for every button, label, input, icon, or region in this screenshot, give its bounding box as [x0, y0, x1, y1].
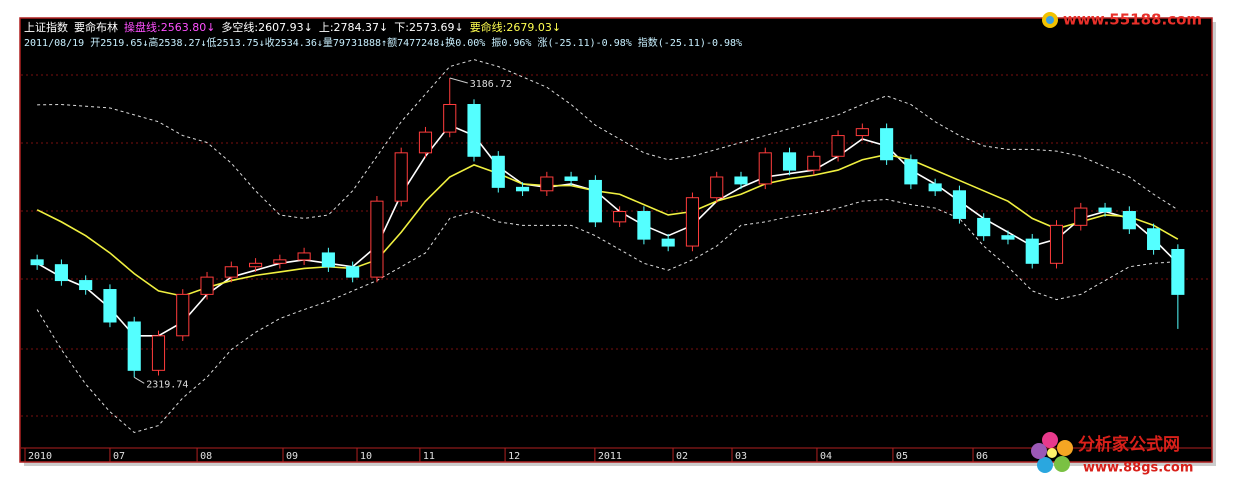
candle-body	[79, 280, 93, 291]
petal	[1042, 432, 1058, 448]
candle-body	[928, 183, 942, 192]
indicator-label: 下:2573.69↓	[394, 21, 463, 34]
candle-body	[977, 217, 991, 237]
petal-center	[1047, 448, 1057, 458]
annotation-leader	[133, 376, 145, 384]
candle-body	[904, 159, 918, 185]
candle-body	[103, 289, 117, 323]
x-tick-label: 08	[200, 451, 212, 462]
indicator-label: 操盘线:2563.80↓	[124, 20, 215, 34]
candle-body	[734, 176, 748, 185]
candle-body	[321, 252, 335, 268]
candle-body	[1098, 207, 1112, 213]
petal	[1054, 456, 1070, 472]
candle-body	[1049, 224, 1064, 264]
candle-body	[176, 293, 190, 337]
candle-body	[685, 197, 700, 247]
candle-body	[588, 179, 602, 223]
x-tick-label: 11	[423, 451, 435, 462]
quote-line: 2011/08/19 开2519.65↓高2538.27↓低2513.75↓收2…	[24, 36, 742, 49]
candle-body	[540, 176, 554, 192]
candle-body	[418, 131, 433, 154]
candle-body	[1171, 248, 1185, 295]
petal	[1057, 440, 1073, 456]
x-tick-label: 02	[676, 451, 688, 462]
candle-body	[200, 276, 214, 295]
candle-body	[1025, 238, 1039, 264]
candle-body	[127, 321, 141, 371]
candle-body	[151, 335, 166, 371]
candle-body	[564, 176, 578, 181]
candle-body	[515, 186, 530, 192]
watermark: www.88gs.com	[1083, 461, 1193, 476]
grid	[21, 74, 1211, 417]
annotation-leader	[449, 77, 468, 84]
candle-body	[491, 155, 505, 188]
indicator-label: 上:2784.37↓	[319, 21, 388, 34]
x-tick-label: 04	[820, 451, 832, 462]
flower-logo	[1031, 432, 1073, 473]
candle-body	[54, 264, 68, 282]
indicator-label: 上证指数	[24, 20, 68, 34]
watermark: 分析家公式网	[1078, 434, 1180, 455]
candle-body	[758, 152, 772, 185]
x-tick-label: 2011	[598, 451, 622, 462]
x-tick-label: 2010	[28, 451, 52, 462]
high-annotation: 3186.72	[470, 79, 512, 90]
x-tick-label: 03	[735, 451, 747, 462]
x-tick-label: 05	[896, 451, 908, 462]
candle-body	[807, 155, 821, 171]
average-line	[36, 153, 1179, 297]
candle-body	[855, 128, 869, 137]
candle-body	[613, 211, 627, 223]
x-tick-label: 09	[286, 451, 298, 462]
candle-body	[249, 262, 263, 268]
candle-body	[443, 103, 457, 133]
candle-body	[637, 211, 651, 240]
indicator-label: 要命布林	[74, 20, 118, 34]
candle-body	[30, 259, 44, 266]
petal	[1037, 457, 1053, 473]
candle-body	[831, 135, 845, 157]
watermark: www.55188.com	[1063, 11, 1202, 29]
low-annotation: 2319.74	[146, 379, 188, 390]
band-line	[36, 198, 1178, 434]
candle-body	[782, 152, 797, 171]
x-tick-label: 12	[508, 451, 520, 462]
indicator-label: 多空线:2607.93↓	[221, 20, 312, 34]
candle-body	[467, 103, 481, 157]
candle-body	[370, 200, 384, 278]
candle-body	[394, 152, 408, 202]
candle-body	[1001, 235, 1015, 240]
candle-body	[661, 238, 675, 247]
candle-body	[346, 266, 360, 278]
candle-body	[952, 190, 966, 219]
candle-body	[273, 259, 287, 264]
candle-body	[1074, 207, 1088, 226]
x-tick-label: 06	[976, 451, 988, 462]
candle-body	[1147, 228, 1161, 250]
candle-body	[710, 176, 724, 199]
x-tick-label: 07	[113, 451, 125, 462]
chart-panel	[19, 17, 1213, 463]
candle-body	[224, 266, 238, 278]
candle-body	[1122, 211, 1136, 230]
petal	[1031, 443, 1047, 459]
x-tick-label: 10	[360, 451, 372, 462]
candle-body	[880, 128, 894, 161]
candle-body	[297, 252, 311, 261]
indicator-label: 要命线:2679.03↓	[470, 20, 561, 34]
logo-icon	[1046, 16, 1054, 24]
